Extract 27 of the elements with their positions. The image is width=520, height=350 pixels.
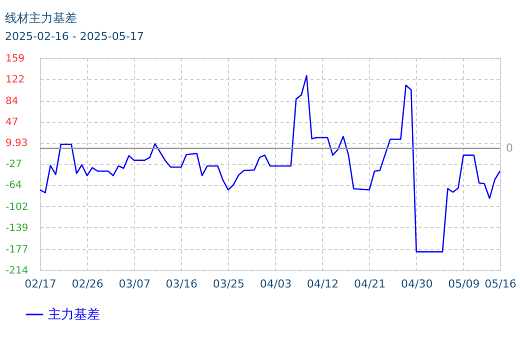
y-tick-label: -27 (6, 159, 22, 170)
y-tick-label: 9.93 (6, 138, 28, 150)
x-tick-label: 05/09 (448, 278, 480, 290)
y-tick-label: 84 (6, 96, 18, 108)
chart-subtitle: 2025-02-16 - 2025-05-17 (5, 30, 144, 43)
y-tick-label: -102 (6, 202, 28, 213)
x-tick-label: 02/26 (72, 278, 104, 290)
y-tick-label: -214 (6, 266, 28, 276)
ref-line-label: 0 (506, 141, 513, 154)
line-series (39, 74, 501, 252)
x-tick-label: 03/16 (166, 278, 198, 290)
legend-label: 主力基差 (48, 306, 100, 322)
x-tick-label: 04/21 (354, 278, 386, 290)
y-tick-label: 122 (6, 74, 25, 86)
x-tick-label: 03/07 (118, 278, 150, 290)
chart-title: 线材主力基差 (5, 11, 77, 25)
y-tick-label: 47 (6, 117, 18, 128)
x-tick-label: 03/25 (212, 278, 245, 290)
x-tick-label: 02/17 (24, 278, 56, 290)
x-tick-label: 05/16 (484, 278, 516, 290)
x-tick-label: 04/03 (260, 278, 292, 290)
y-tick-label: -177 (6, 244, 28, 256)
x-tick-label: 04/30 (401, 278, 433, 290)
y-tick-label: 159 (6, 54, 25, 64)
y-tick-label: -64 (6, 180, 22, 192)
x-tick-label: 04/12 (306, 278, 339, 290)
y-tick-label: -139 (6, 222, 28, 234)
